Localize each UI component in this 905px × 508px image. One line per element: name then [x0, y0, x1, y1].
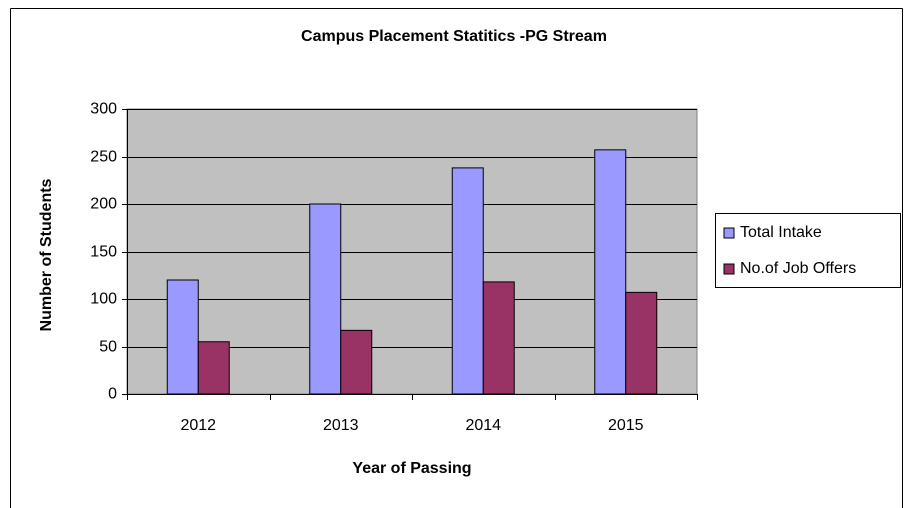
y-axis-title: Number of Students — [38, 178, 55, 331]
x-tick-label: 2013 — [323, 417, 359, 434]
chart-title: Campus Placement Statitics -PG Stream — [301, 28, 607, 45]
x-tick-label: 2012 — [180, 417, 216, 434]
bar — [309, 203, 342, 395]
bar — [482, 281, 515, 395]
y-tick-label: 300 — [90, 101, 117, 118]
x-tick-label: 2015 — [608, 417, 644, 434]
y-tick-label: 150 — [90, 244, 117, 261]
x-axis-title: Year of Passing — [352, 460, 471, 477]
legend-swatch — [723, 263, 735, 275]
x-tick-label: 2014 — [465, 417, 501, 434]
bar — [340, 329, 373, 395]
y-tick-label: 100 — [90, 291, 117, 308]
bar — [451, 167, 484, 395]
bar — [166, 279, 199, 395]
y-tick-label: 200 — [90, 196, 117, 213]
y-tick-label: 250 — [90, 149, 117, 166]
bar — [625, 291, 658, 395]
y-tick-label: 0 — [108, 386, 117, 403]
y-tick-label: 50 — [99, 339, 117, 356]
legend — [715, 213, 901, 288]
legend-label: Total Intake — [740, 224, 822, 241]
bar — [197, 341, 230, 395]
bar — [594, 149, 627, 395]
legend-label: No.of Job Offers — [740, 260, 856, 277]
legend-swatch — [723, 227, 735, 239]
